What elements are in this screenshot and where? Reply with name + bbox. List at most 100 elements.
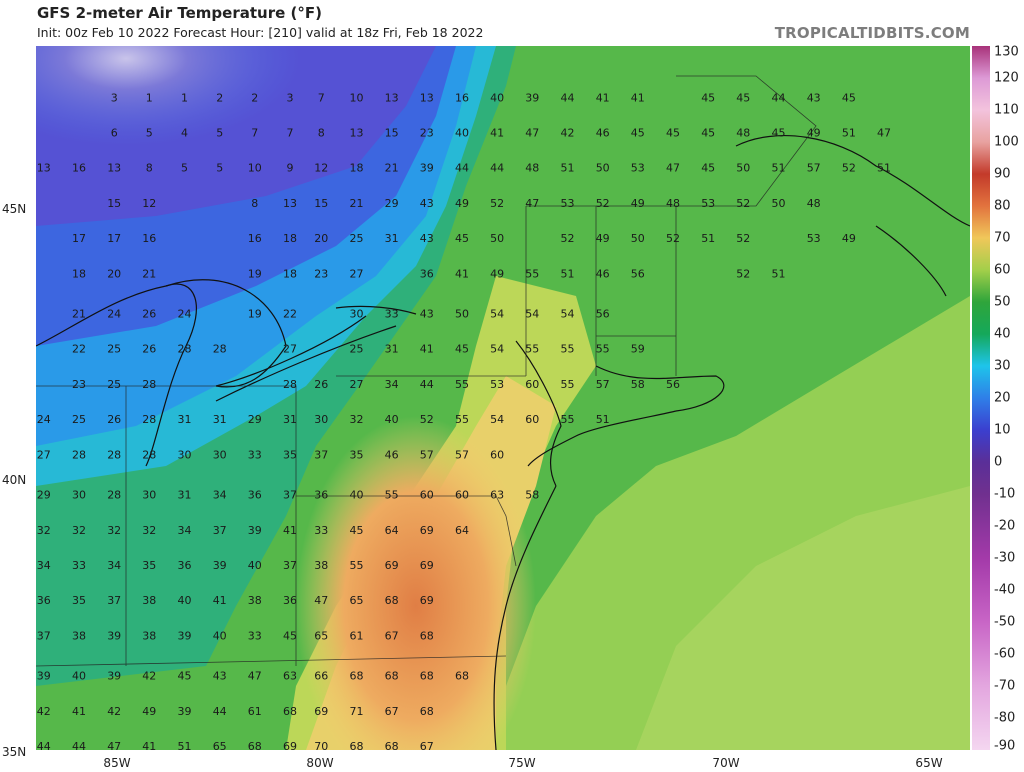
- station-value: 52: [420, 413, 434, 426]
- station-value: 69: [385, 559, 399, 572]
- station-value: 15: [107, 197, 121, 210]
- station-value: 41: [72, 705, 86, 718]
- colorbar-tick-label: 60: [994, 262, 1011, 278]
- station-value: 55: [455, 378, 469, 391]
- station-value: 71: [350, 705, 364, 718]
- station-value: 17: [72, 232, 86, 245]
- station-value: 47: [314, 594, 328, 607]
- station-value: 55: [385, 489, 399, 502]
- station-value: 31: [213, 413, 227, 426]
- station-value: 41: [490, 127, 504, 140]
- station-value: 56: [596, 308, 610, 321]
- station-value: 52: [666, 232, 680, 245]
- station-value: 52: [596, 197, 610, 210]
- forecast-info: Init: 00z Feb 10 2022 Forecast Hour: [21…: [37, 25, 484, 40]
- station-value: 51: [178, 740, 192, 750]
- colorbar-tick-label: 30: [994, 358, 1011, 374]
- station-value: 35: [142, 559, 156, 572]
- station-value: 45: [283, 629, 297, 642]
- station-value: 30: [142, 489, 156, 502]
- station-value: 51: [561, 267, 575, 280]
- station-value: 38: [72, 629, 86, 642]
- station-value: 53: [561, 197, 575, 210]
- station-value: 4: [181, 127, 188, 140]
- station-value: 51: [842, 127, 856, 140]
- station-value: 55: [455, 413, 469, 426]
- station-value: 57: [420, 448, 434, 461]
- station-value: 45: [178, 670, 192, 683]
- station-value: 18: [350, 162, 364, 175]
- map-canvas: 3 1 1 2 2 3 7 10 13 13 16 40 39 44 41 41 45 45 44 43 456 5 4 5 7…: [36, 46, 970, 750]
- station-value: 41: [631, 91, 645, 104]
- station-value: 18: [72, 267, 86, 280]
- station-value: 35: [350, 448, 364, 461]
- station-value: 41: [142, 740, 156, 750]
- station-value: 55: [350, 559, 364, 572]
- station-value: 44: [72, 740, 86, 750]
- station-value: 47: [248, 670, 262, 683]
- station-value: 42: [37, 705, 51, 718]
- station-value: 13: [37, 162, 51, 175]
- colorbar-tick-label: -70: [994, 678, 1016, 694]
- station-value: 49: [596, 232, 610, 245]
- station-value: 23: [314, 267, 328, 280]
- station-value: 55: [561, 378, 575, 391]
- station-value: 13: [283, 197, 297, 210]
- station-value: 68: [420, 670, 434, 683]
- station-value: 46: [596, 267, 610, 280]
- station-value: 58: [631, 378, 645, 391]
- station-value: 27: [37, 448, 51, 461]
- station-value: 39: [178, 629, 192, 642]
- station-value: 37: [283, 489, 297, 502]
- station-value: 21: [385, 162, 399, 175]
- station-value: 13: [385, 91, 399, 104]
- station-value: 54: [561, 308, 575, 321]
- station-value: 69: [420, 594, 434, 607]
- station-value: 19: [248, 308, 262, 321]
- lon-label-80w: 80W: [306, 756, 334, 770]
- station-value: 54: [525, 308, 539, 321]
- station-value: 33: [72, 559, 86, 572]
- station-value: 44: [561, 91, 575, 104]
- colorbar-tick-label: 130: [994, 44, 1019, 60]
- station-value: 44: [37, 740, 51, 750]
- station-value: 32: [72, 524, 86, 537]
- station-value: 68: [385, 594, 399, 607]
- station-value: 41: [283, 524, 297, 537]
- station-value: 65: [350, 594, 364, 607]
- colorbar-tick-label: -80: [994, 710, 1016, 726]
- station-value: 20: [107, 267, 121, 280]
- station-value: 28: [283, 378, 297, 391]
- station-value: 10: [248, 162, 262, 175]
- station-value: 47: [525, 197, 539, 210]
- lat-label-40n: 40N: [2, 473, 27, 487]
- station-value: 33: [314, 524, 328, 537]
- station-value: 68: [283, 705, 297, 718]
- station-value: 41: [213, 594, 227, 607]
- station-value: 25: [350, 232, 364, 245]
- station-value: 31: [385, 343, 399, 356]
- station-value: 45: [455, 343, 469, 356]
- station-value: 24: [178, 308, 192, 321]
- station-value: 8: [146, 162, 153, 175]
- lat-label-35n: 35N: [2, 745, 27, 759]
- station-value: 24: [37, 413, 51, 426]
- station-value: 60: [455, 489, 469, 502]
- station-value: 45: [842, 91, 856, 104]
- colorbar-tick-label: 110: [994, 102, 1019, 118]
- station-value: 39: [420, 162, 434, 175]
- station-value: 40: [248, 559, 262, 572]
- station-value: 13: [107, 162, 121, 175]
- station-value: 42: [107, 705, 121, 718]
- station-value: 37: [37, 629, 51, 642]
- station-value: 48: [736, 127, 750, 140]
- station-value: 25: [107, 378, 121, 391]
- station-value: 28: [107, 448, 121, 461]
- station-value: 45: [701, 127, 715, 140]
- colorbar-tick-label: 100: [994, 134, 1019, 150]
- station-value: 30: [72, 489, 86, 502]
- station-value: 45: [666, 127, 680, 140]
- warm-core: [296, 416, 536, 750]
- station-value: 27: [350, 267, 364, 280]
- station-value: 49: [631, 197, 645, 210]
